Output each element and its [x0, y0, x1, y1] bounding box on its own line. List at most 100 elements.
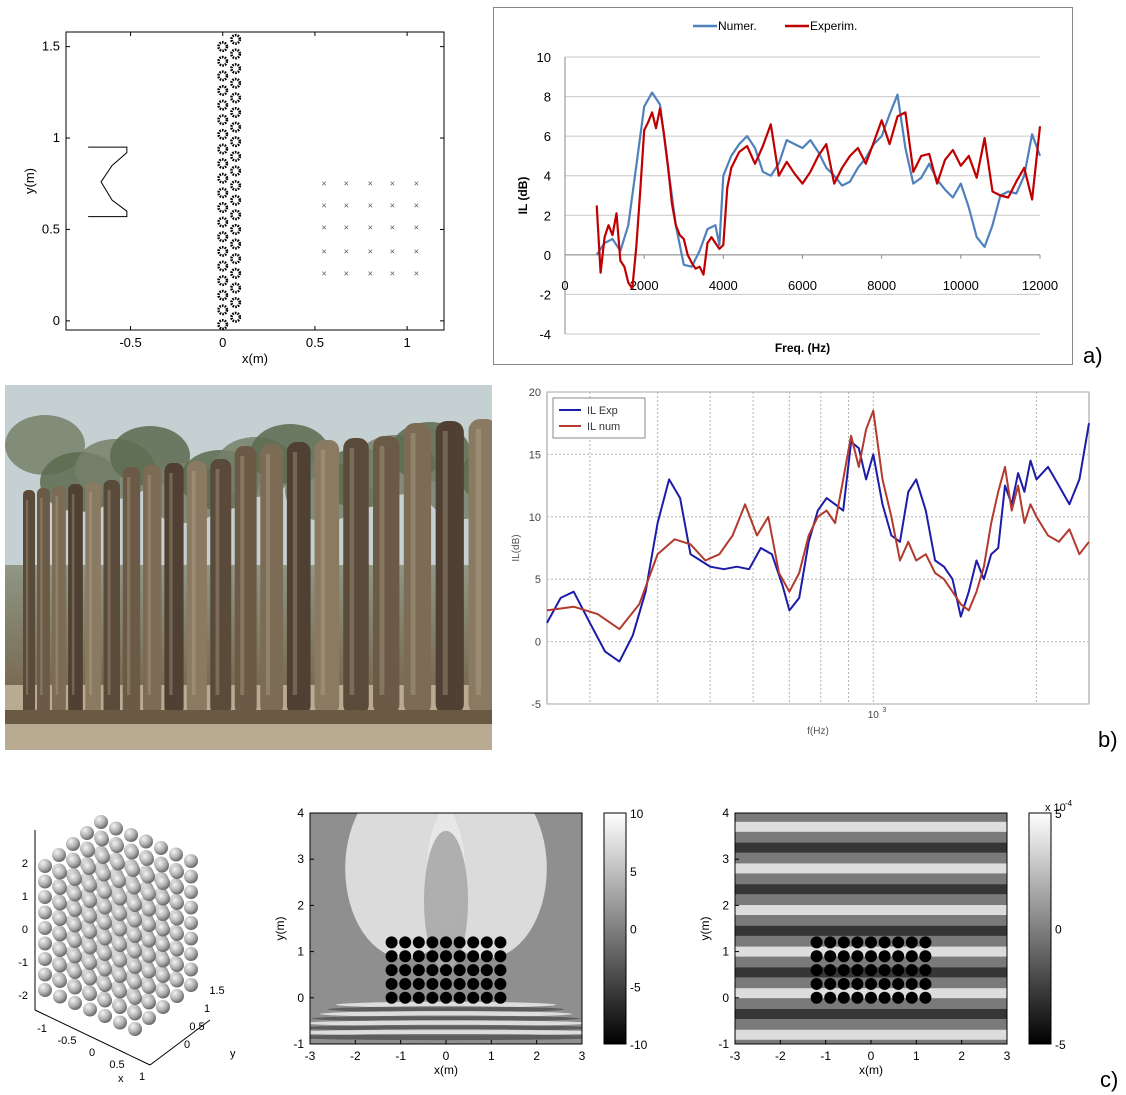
sphere	[113, 1000, 127, 1014]
x-tick-label: -0.5	[119, 335, 141, 350]
sphere	[110, 839, 124, 853]
scatterer	[217, 231, 229, 243]
post-highlight	[215, 469, 220, 695]
y-tick-label: 0	[722, 991, 729, 1005]
post-highlight	[71, 494, 75, 695]
scatterer	[892, 977, 905, 990]
sphere	[96, 850, 110, 864]
sphere	[53, 912, 67, 926]
scatterer	[837, 991, 850, 1004]
receiver-mark: ×	[368, 223, 373, 233]
scatterer	[810, 936, 823, 949]
sphere	[98, 962, 112, 977]
scatterer	[217, 275, 229, 287]
field-map-right: -3 -2 -1 0 1 2 3 -1 0 1 2 3 4 x(m) y(m) 5 0 -5 x 10 -4	[698, 800, 1073, 1077]
scatterer	[230, 106, 242, 118]
wooden-post	[314, 440, 340, 715]
y-tick-label: -4	[539, 327, 551, 342]
scatterer	[824, 991, 837, 1004]
y-tick-label: 10	[529, 512, 541, 524]
sphere	[128, 975, 142, 990]
scatterer	[385, 977, 398, 990]
scatterer	[426, 936, 439, 949]
sphere	[170, 865, 184, 879]
scatterer	[230, 238, 242, 250]
scatterer	[453, 991, 466, 1004]
scatterer	[919, 936, 932, 949]
y-tick-label: 4	[722, 806, 729, 820]
scatterer	[467, 977, 480, 990]
x-tick-label: 1	[404, 335, 411, 350]
sphere	[38, 936, 52, 951]
sphere	[98, 916, 112, 930]
x-tick-label: 8000	[867, 278, 896, 293]
sphere	[53, 989, 67, 1004]
sphere	[156, 922, 170, 937]
sphere	[156, 969, 170, 983]
sphere	[67, 854, 81, 869]
colorbar-tick-label: 5	[1055, 807, 1062, 821]
post-highlight	[410, 433, 416, 695]
post-highlight	[147, 475, 151, 695]
fringe	[312, 1015, 580, 1022]
scatterer	[480, 991, 493, 1004]
sphere	[113, 891, 127, 906]
scatterer	[905, 977, 918, 990]
post-highlight	[240, 456, 245, 695]
y-axis-label: IL(dB)	[511, 534, 522, 561]
y-tick-label: -5	[531, 699, 541, 711]
z-tick-label: 0	[22, 924, 28, 936]
wooden-post	[186, 461, 207, 715]
sphere	[124, 828, 138, 842]
scatterer	[230, 209, 242, 221]
sphere	[82, 861, 96, 875]
x-tick-label: 0	[561, 278, 568, 293]
wooden-post	[85, 482, 101, 715]
sphere	[113, 969, 127, 983]
post-highlight	[127, 477, 131, 695]
sphere	[52, 848, 66, 862]
scatterer	[810, 991, 823, 1004]
scatterer	[865, 964, 877, 977]
sphere	[80, 826, 94, 840]
sphere	[128, 929, 142, 943]
y-axis-label: y	[230, 1048, 236, 1060]
scatterer	[217, 319, 229, 331]
field-image	[310, 813, 582, 1044]
wooden-post	[435, 421, 464, 715]
x-tick-label: 3	[579, 1049, 586, 1063]
post-highlight	[442, 431, 448, 695]
receiver-mark: ×	[390, 201, 395, 211]
scatterer	[824, 964, 837, 977]
x-axis-label: x(m)	[859, 1063, 883, 1077]
il-chart-a: -4 -2 0 2 4 6 8 10 0 2000 4000 6000 8000 10000 12000 Fr…	[493, 7, 1073, 365]
receiver-mark: ×	[414, 201, 419, 211]
scatterer	[217, 260, 229, 272]
y-tick-label: 2	[544, 208, 551, 223]
z-tick-label: -2	[18, 990, 28, 1002]
sphere	[142, 902, 156, 917]
y-tick-label: 3	[722, 852, 729, 866]
x-axis-label: Freq. (Hz)	[775, 341, 830, 355]
sphere	[156, 938, 170, 952]
receiver-mark: ×	[414, 268, 419, 278]
scatterer	[905, 950, 918, 963]
scatterer	[230, 297, 242, 309]
sphere	[38, 983, 52, 997]
scatterer	[426, 977, 439, 990]
x-tick-label: 0	[443, 1049, 450, 1063]
scatterer	[230, 63, 242, 75]
sphere	[98, 947, 112, 961]
scatterer	[865, 950, 877, 963]
sphere	[53, 881, 67, 895]
x-tick-label: 12000	[1022, 278, 1058, 293]
receiver-mark: ×	[414, 246, 419, 256]
x-axis-label: x(m)	[242, 351, 268, 366]
colorbar-tick-label: -5	[1055, 1038, 1066, 1052]
scatterer	[865, 991, 877, 1004]
fringe	[310, 1029, 582, 1036]
scatterer	[230, 311, 242, 323]
base-beam	[5, 710, 492, 724]
scatterer	[810, 950, 823, 963]
